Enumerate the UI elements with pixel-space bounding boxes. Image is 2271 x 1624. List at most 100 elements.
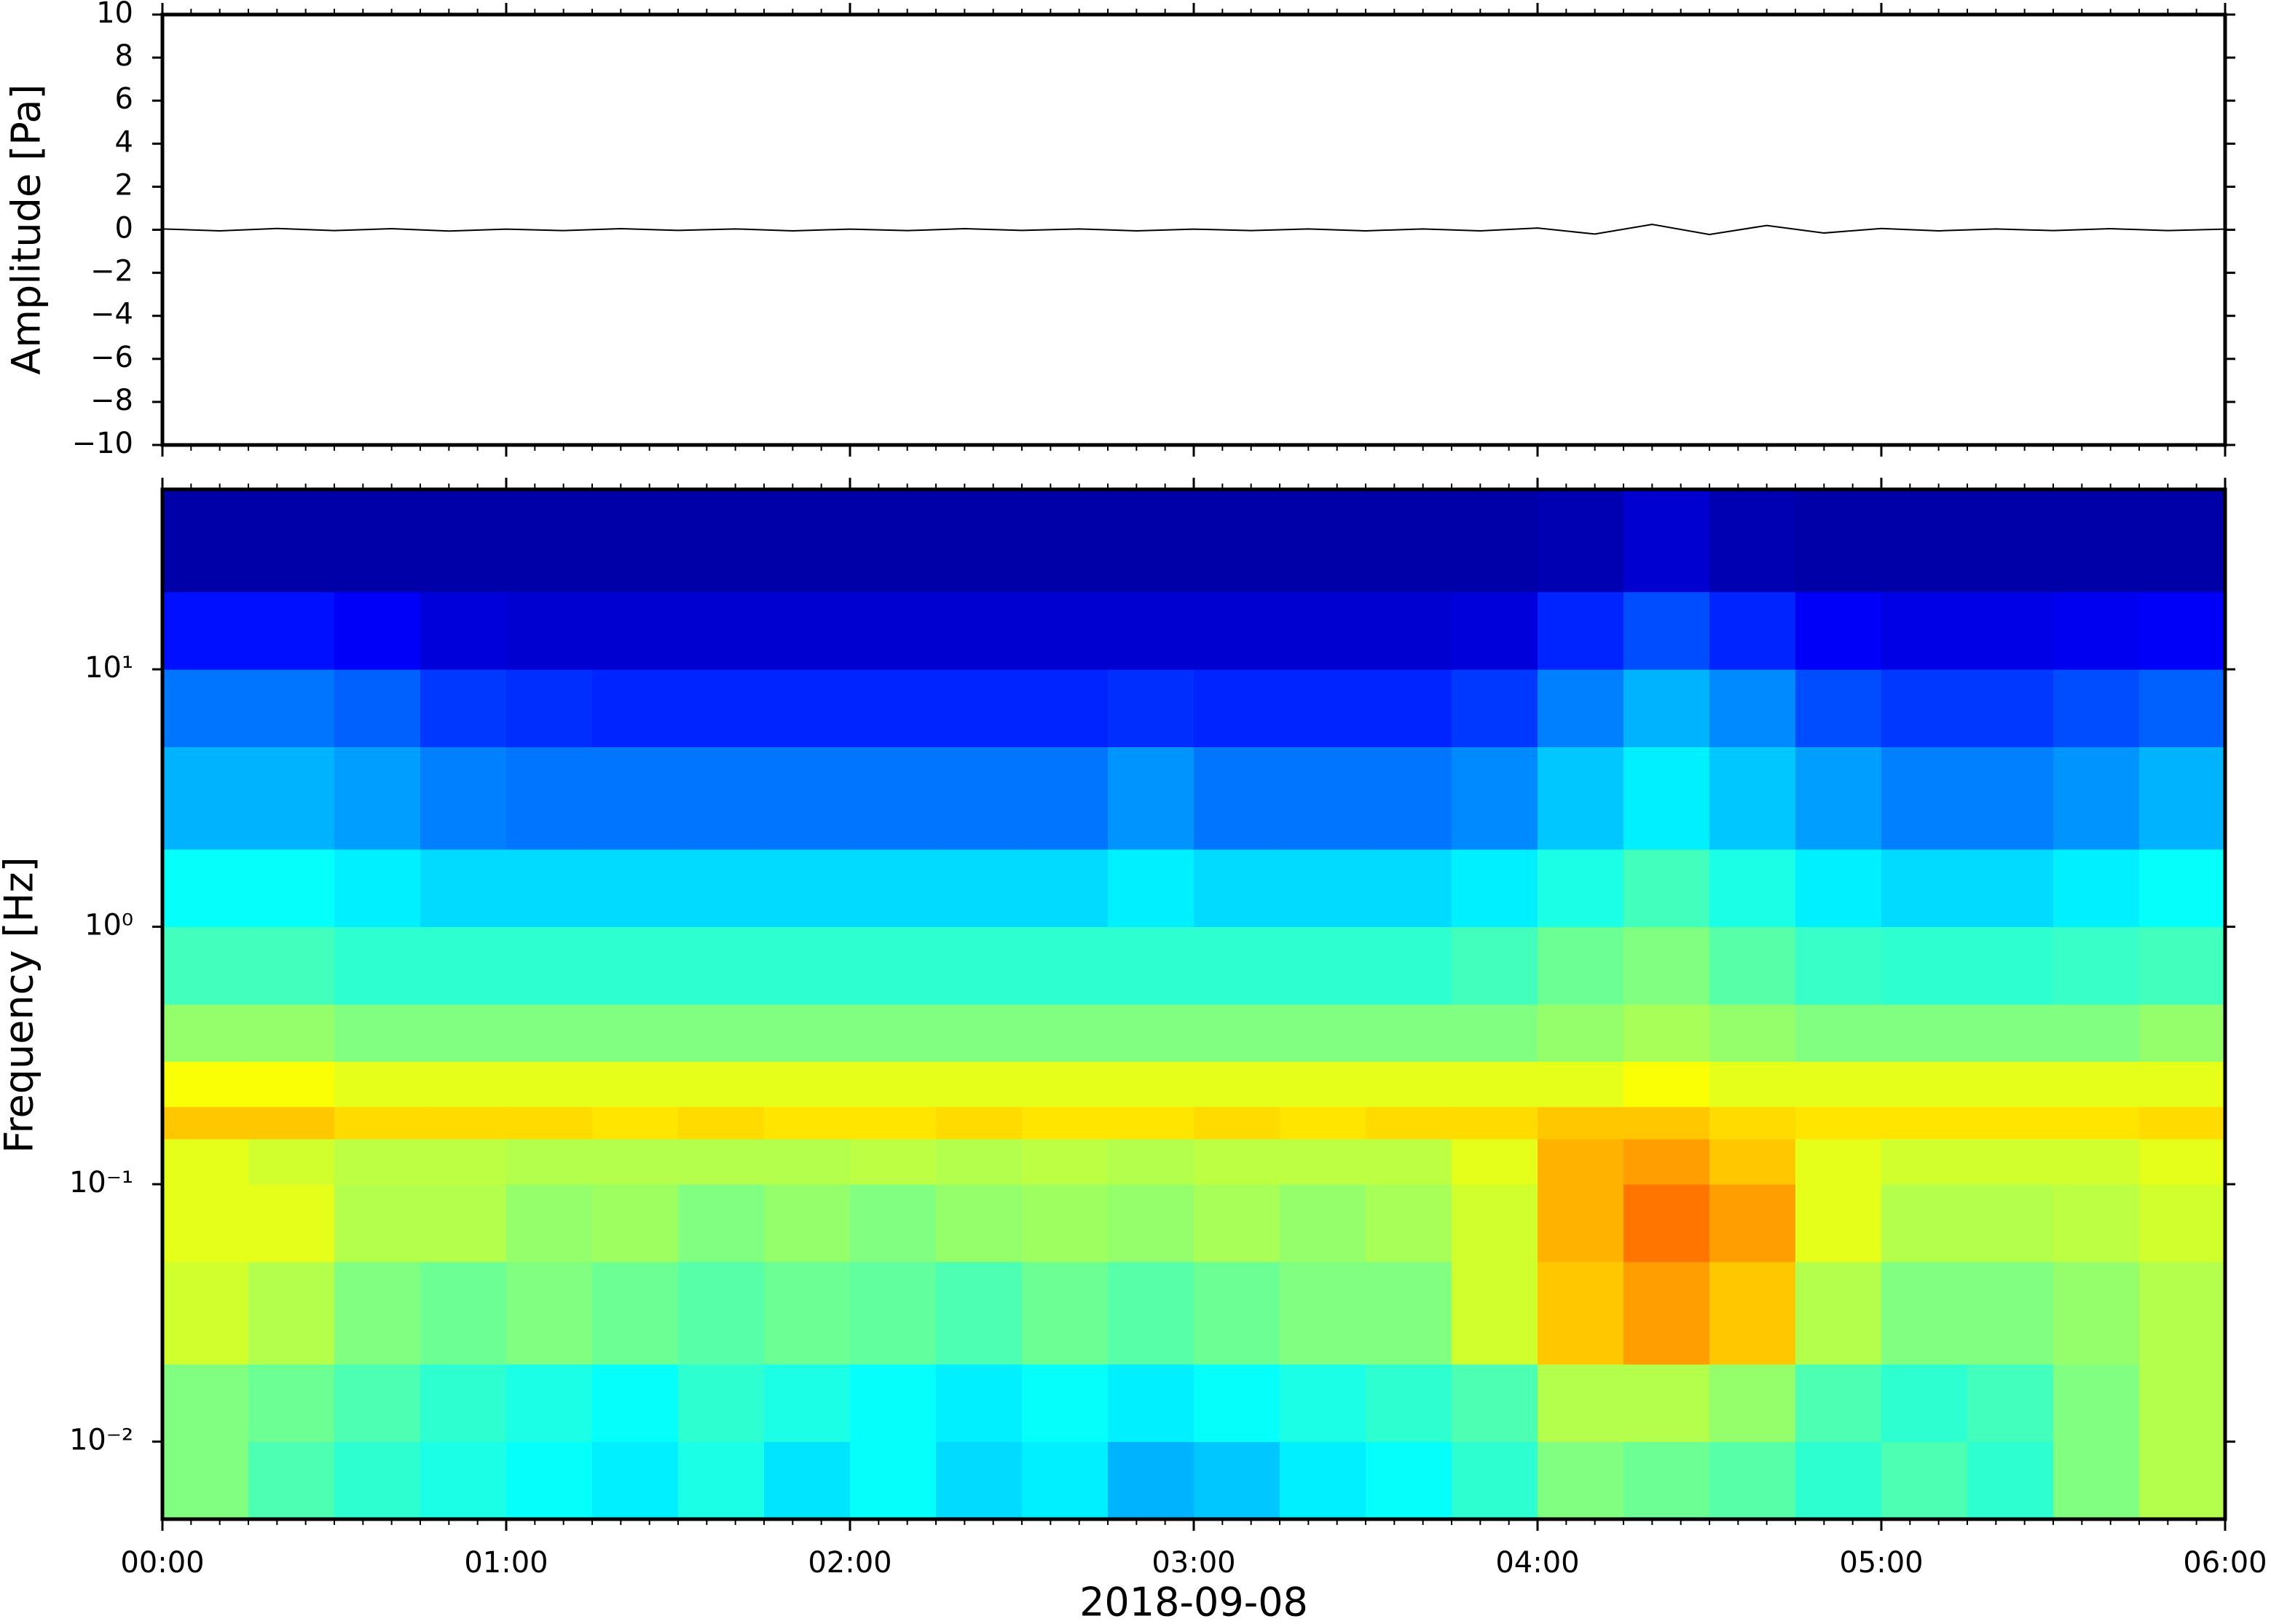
spectrogram-cell xyxy=(2139,489,2226,593)
spectrogram-cell xyxy=(678,1004,765,1062)
spectrogram-cell xyxy=(1538,669,1624,747)
spectrogram-cell xyxy=(592,591,679,670)
spectrogram-cell xyxy=(764,746,851,850)
spectrogram-cell xyxy=(764,669,851,747)
spectrogram-cell xyxy=(1795,926,1882,1005)
spectrogram-cell xyxy=(1709,1061,1796,1108)
spectrogram-cell xyxy=(420,1106,507,1140)
spectrogram-cell xyxy=(1194,1138,1280,1185)
spectrogram-cell xyxy=(1366,746,1452,850)
spectrogram-cell xyxy=(1452,1441,1538,1520)
spectrogram-cell xyxy=(248,591,335,670)
spectrogram-cell xyxy=(1022,926,1109,1005)
spectrogram-cell xyxy=(678,746,765,850)
spectrogram-cell xyxy=(1967,1184,2054,1262)
spectrogram-cell xyxy=(936,1364,1023,1443)
spectrogram-cell xyxy=(1366,1261,1452,1365)
spectrogram-cell xyxy=(1709,1184,1796,1262)
spectrogram-cell xyxy=(1881,1364,1968,1443)
spectrogram-cell xyxy=(1280,1106,1366,1140)
spectrogram-cell xyxy=(1623,1184,1710,1262)
spectrogram-cell xyxy=(1538,1261,1624,1365)
spectrogram-cell xyxy=(162,1184,249,1262)
spectrogram-cell xyxy=(1022,849,1109,928)
spectrogram-cell xyxy=(1967,489,2054,593)
spectrogram-cell xyxy=(764,849,851,928)
spectrogram-cell xyxy=(1280,489,1366,593)
spectrogram-cell xyxy=(1022,1364,1109,1443)
spectrogram-cell xyxy=(1366,1106,1452,1140)
spectrogram-cell xyxy=(764,1364,851,1443)
spectrogram-cell xyxy=(2139,1441,2226,1520)
spectrogram-cell xyxy=(506,489,593,593)
spectrogram-cell xyxy=(420,1184,507,1262)
spectrogram-cell xyxy=(2053,1184,2140,1262)
spectrogram-cell xyxy=(1795,669,1882,747)
spectrogram-cell xyxy=(248,1441,335,1520)
spectrogram-cell xyxy=(850,849,937,928)
spectrogram-cell xyxy=(248,1061,335,1108)
x-tick-label: 06:00 xyxy=(2183,1546,2267,1580)
spectrogram-cell xyxy=(162,591,249,670)
spectrogram-cell xyxy=(248,1184,335,1262)
spectrogram-cell xyxy=(936,591,1023,670)
spectrogram-cell xyxy=(420,1004,507,1062)
spectrogram-cell xyxy=(420,1061,507,1108)
spectrogram-cell xyxy=(1280,669,1366,747)
spectrogram-cell xyxy=(936,1004,1023,1062)
spectrogram-cell xyxy=(334,489,421,593)
spectrogram-cell xyxy=(850,591,937,670)
x-tick-label: 01:00 xyxy=(464,1546,548,1580)
spectrogram-cell xyxy=(1623,1261,1710,1365)
spectrogram-cell xyxy=(2053,489,2140,593)
spectrogram-cell xyxy=(764,489,851,593)
spectrogram-cell xyxy=(1452,849,1538,928)
spectrogram-cell xyxy=(1194,669,1280,747)
spectrogram-cell xyxy=(1709,926,1796,1005)
spectrogram-cell xyxy=(2139,1184,2226,1262)
y-tick-label: −6 xyxy=(90,341,133,374)
spectrogram-cell xyxy=(420,591,507,670)
spectrogram-cell xyxy=(334,746,421,850)
spectrogram-cell xyxy=(1709,489,1796,593)
spectrogram-cell xyxy=(1366,1004,1452,1062)
spectrogram-cell xyxy=(1881,746,1968,850)
spectrogram-cell xyxy=(936,849,1023,928)
spectrogram-cell xyxy=(936,926,1023,1005)
spectrogram-cell xyxy=(1280,591,1366,670)
spectrogram-cell xyxy=(1108,489,1194,593)
spectrogram-cell xyxy=(850,669,937,747)
spectrogram-cell xyxy=(592,1138,679,1185)
spectrogram-cell xyxy=(592,1106,679,1140)
spectrogram-cell xyxy=(1194,1004,1280,1062)
spectrogram-cell xyxy=(1538,489,1624,593)
spectrogram-cell xyxy=(1366,1441,1452,1520)
spectrogram-cell xyxy=(334,1441,421,1520)
spectrogram-cell xyxy=(334,1364,421,1443)
spectrogram-cell xyxy=(936,669,1023,747)
spectrogram-cell xyxy=(936,1184,1023,1262)
spectrogram-cell xyxy=(506,1441,593,1520)
spectrogram-cell xyxy=(1366,1061,1452,1108)
x-tick-label: 04:00 xyxy=(1495,1546,1579,1580)
spectrogram-cell xyxy=(678,1138,765,1185)
spectrogram-cell xyxy=(1967,669,2054,747)
spectrogram-cell xyxy=(678,1106,765,1140)
spectrogram-cell xyxy=(334,1004,421,1062)
spectrogram-cell xyxy=(2053,1261,2140,1365)
spectrogram-cell xyxy=(248,1004,335,1062)
spectrogram-cell xyxy=(764,1004,851,1062)
spectrogram-cell xyxy=(1108,669,1194,747)
spectrogram-cell xyxy=(1452,1261,1538,1365)
spectrogram-cell xyxy=(1194,1441,1280,1520)
spectrogram-cell xyxy=(334,926,421,1005)
spectrogram-cell xyxy=(420,1364,507,1443)
spectrogram-cell xyxy=(2139,849,2226,928)
spectrogram-cell xyxy=(1967,1106,2054,1140)
spectrogram-cell xyxy=(1108,1184,1194,1262)
spectrogram-cell xyxy=(1795,489,1882,593)
spectrogram-cell xyxy=(678,591,765,670)
spectrogram-cell xyxy=(162,489,249,593)
spectrogram-cell xyxy=(1452,1061,1538,1108)
